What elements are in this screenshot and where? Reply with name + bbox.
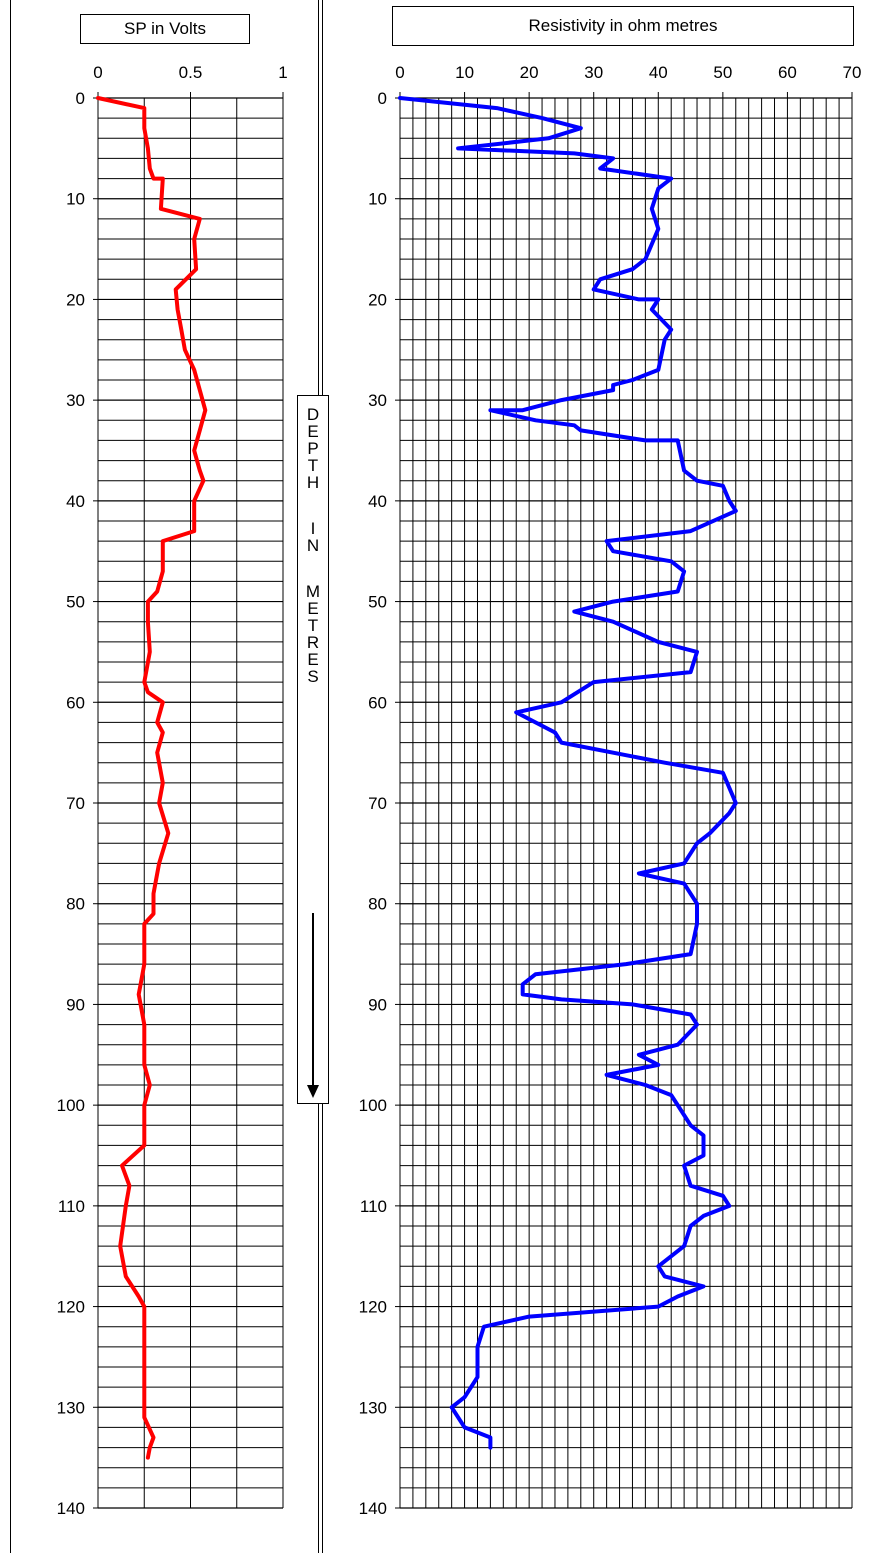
resistivity-ytick-label: 90 — [368, 995, 387, 1014]
sp-ytick-label: 50 — [66, 593, 85, 612]
sp-chart-title: SP in Volts — [80, 14, 250, 44]
depth-label-char: N — [306, 536, 320, 555]
resistivity-xtick-label: 0 — [395, 63, 404, 82]
resistivity-tick-labels: 0 10 20 30 40 50 60 70 0 10 20 30 40 50 60 70 80 90 100 110… — [359, 63, 862, 1518]
depth-label-char: I — [310, 519, 316, 538]
resistivity-xtick-label: 60 — [778, 63, 797, 82]
resistivity-ytick-label: 60 — [368, 693, 387, 712]
depth-label-char: P — [307, 439, 319, 458]
sp-ytick-label: 100 — [57, 1096, 85, 1115]
resistivity-ytick-label: 40 — [368, 492, 387, 511]
resistivity-curve — [398, 96, 738, 1450]
sp-ytick-label: 20 — [66, 290, 85, 309]
depth-arrow-line — [312, 913, 314, 1088]
resistivity-chart-title: Resistivity in ohm metres — [392, 6, 854, 46]
sp-ytick-label: 40 — [66, 492, 85, 511]
resistivity-xtick-label: 20 — [520, 63, 539, 82]
resistivity-ytick-label: 50 — [368, 593, 387, 612]
resistivity-xtick-label: 10 — [455, 63, 474, 82]
resistivity-ytick-label: 140 — [359, 1499, 387, 1518]
resistivity-xtick-label: 50 — [713, 63, 732, 82]
sp-xtick-label: 0.5 — [179, 63, 203, 82]
left-border — [10, 0, 11, 1553]
depth-arrow-icon — [307, 1085, 319, 1098]
depth-label-char: S — [307, 667, 319, 686]
resistivity-xtick-label: 30 — [584, 63, 603, 82]
resistivity-ytick-label: 80 — [368, 895, 387, 914]
depth-label-char: R — [306, 633, 320, 652]
depth-label-char: D — [306, 405, 320, 424]
depth-label-char: E — [307, 422, 319, 441]
sp-ytick-label: 60 — [66, 693, 85, 712]
sp-ytick-label: 120 — [57, 1298, 85, 1317]
resistivity-ytick-label: 100 — [359, 1096, 387, 1115]
resistivity-ytick-label: 10 — [368, 190, 387, 209]
resistivity-ytick-label: 110 — [360, 1197, 387, 1216]
sp-ytick-label: 80 — [66, 895, 85, 914]
sp-ytick-label: 0 — [76, 89, 85, 108]
resistivity-ytick-label: 130 — [359, 1398, 387, 1417]
depth-label-char: E — [307, 650, 319, 669]
resistivity-ytick-label: 20 — [368, 290, 387, 309]
sp-ytick-label: 10 — [66, 190, 85, 209]
resistivity-ytick-label: 30 — [368, 391, 387, 410]
depth-label-char: T — [307, 616, 319, 635]
sp-ytick-label: 110 — [58, 1197, 85, 1216]
sp-xtick-label: 1 — [278, 63, 287, 82]
resistivity-ytick-label: 70 — [368, 794, 387, 813]
sp-ytick-label: 130 — [57, 1398, 85, 1417]
sp-grid — [93, 92, 284, 1509]
resistivity-grid — [395, 92, 853, 1509]
resistivity-ytick-label: 120 — [359, 1298, 387, 1317]
sp-ytick-label: 90 — [66, 995, 85, 1014]
resistivity-ytick-label: 0 — [378, 89, 387, 108]
resistivity-xtick-label: 70 — [843, 63, 862, 82]
depth-label-char: T — [307, 456, 319, 475]
sp-ytick-label: 30 — [66, 391, 85, 410]
sp-curve — [96, 96, 208, 1460]
sp-xtick-label: 0 — [93, 63, 102, 82]
resistivity-series-line — [398, 96, 738, 1450]
depth-label-char: E — [307, 599, 319, 618]
sp-ytick-label: 70 — [66, 794, 85, 813]
resistivity-xtick-label: 40 — [649, 63, 668, 82]
depth-label-char: H — [306, 473, 320, 492]
depth-label-char: M — [305, 582, 321, 601]
sp-ytick-label: 140 — [57, 1499, 85, 1518]
sp-series-line — [96, 96, 208, 1460]
